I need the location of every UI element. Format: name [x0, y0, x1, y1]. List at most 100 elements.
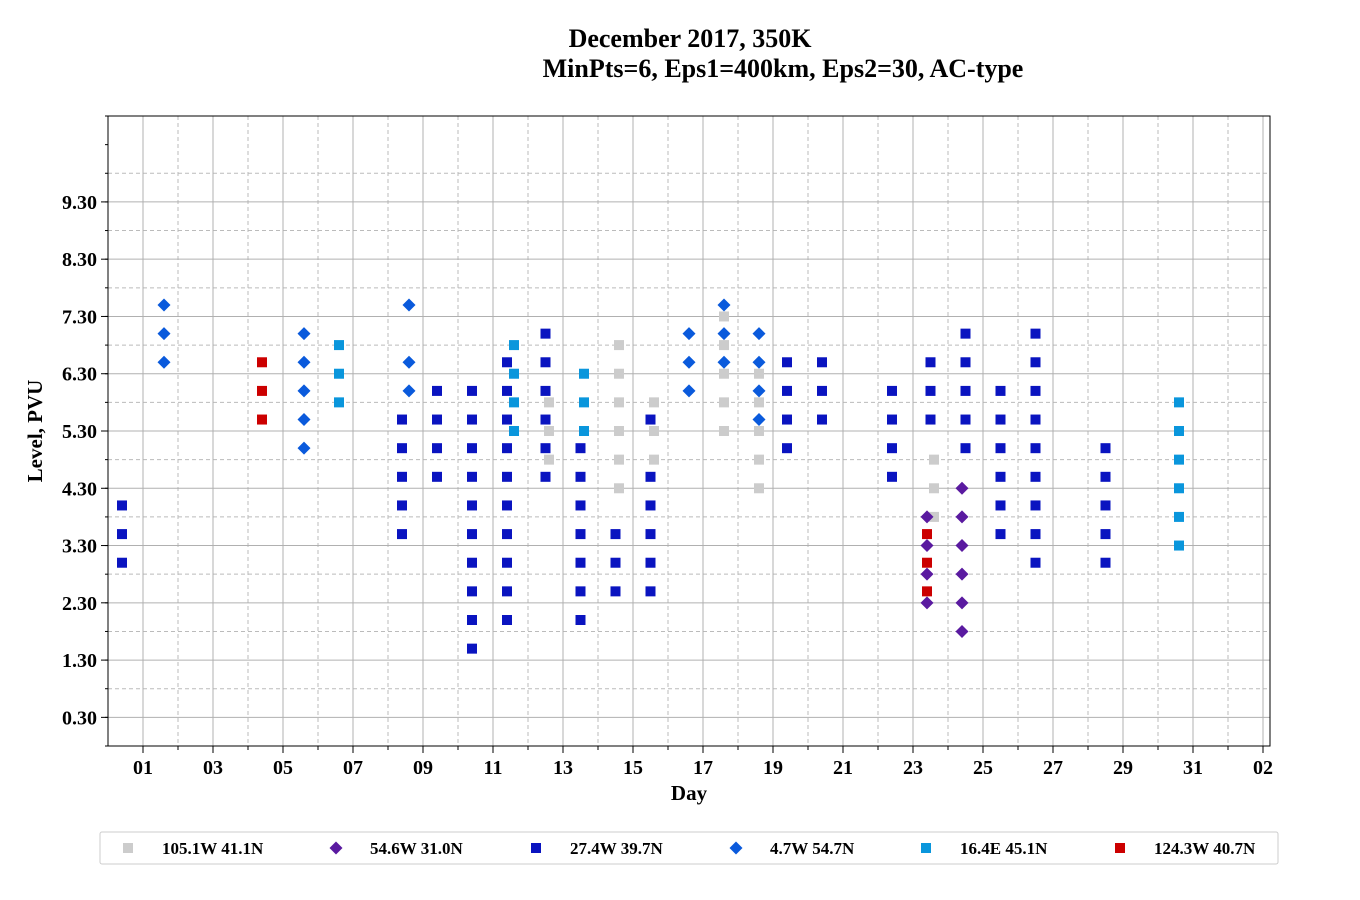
series-group [334, 340, 1184, 551]
data-point [782, 357, 792, 368]
data-point [960, 385, 971, 396]
data-point [575, 615, 586, 625]
data-point [717, 298, 731, 312]
y-tick-label: 2.30 [62, 593, 97, 615]
series-group [920, 481, 969, 638]
data-point [432, 385, 442, 396]
x-tick-label: 31 [1183, 757, 1203, 779]
data-point [334, 397, 344, 408]
data-point [995, 471, 1006, 482]
data-point [297, 384, 311, 398]
data-point [995, 529, 1006, 540]
data-point [257, 357, 267, 368]
chart-title-line1: December 2017, 350K [569, 24, 813, 53]
data-point [540, 385, 551, 396]
data-point [610, 529, 621, 540]
data-point [397, 414, 407, 425]
x-tick-label: 01 [133, 757, 153, 779]
data-point [1100, 443, 1111, 454]
data-point [922, 529, 932, 540]
data-point [752, 384, 766, 398]
data-point [929, 511, 939, 522]
data-point [1174, 540, 1184, 551]
data-point [509, 397, 519, 408]
data-point [544, 454, 554, 465]
data-point [297, 413, 311, 427]
y-tick-label: 4.30 [62, 478, 97, 500]
data-point [397, 471, 407, 482]
data-point [645, 529, 656, 540]
data-markers [117, 298, 1184, 654]
x-tick-label: 02 [1253, 757, 1273, 779]
data-point [925, 414, 936, 425]
data-point [920, 510, 934, 524]
data-point [157, 355, 171, 369]
x-tick-label: 09 [413, 757, 433, 779]
data-point [929, 454, 939, 465]
data-point [955, 567, 969, 581]
data-point [334, 368, 344, 379]
data-point [1030, 443, 1041, 454]
legend-label: 4.7W 54.7N [770, 839, 855, 858]
data-point [397, 529, 407, 540]
data-point [752, 327, 766, 341]
legend-marker [729, 841, 743, 855]
data-point [575, 471, 586, 482]
data-point [575, 529, 586, 540]
data-point [960, 357, 971, 368]
data-point [649, 454, 659, 465]
data-point [614, 426, 624, 436]
legend-label: 124.3W 40.7N [1154, 839, 1256, 858]
y-tick-label: 3.30 [62, 536, 97, 558]
data-point [682, 327, 696, 341]
data-point [257, 385, 267, 396]
series-group [257, 357, 932, 597]
data-point [297, 441, 311, 455]
data-point [467, 414, 477, 425]
data-point [402, 355, 416, 369]
data-point [929, 483, 939, 494]
data-point [817, 357, 827, 368]
data-point [1030, 500, 1041, 511]
data-point [887, 414, 897, 425]
data-point [1030, 414, 1041, 425]
x-tick-label: 07 [343, 757, 363, 779]
data-point [579, 426, 589, 436]
data-point [752, 413, 766, 427]
data-point [614, 397, 624, 408]
data-point [960, 443, 971, 454]
data-point [887, 385, 897, 396]
data-point [432, 414, 442, 425]
data-point [502, 529, 512, 540]
data-point [925, 385, 936, 396]
data-point [782, 443, 792, 454]
series-group [544, 311, 939, 522]
data-point [719, 397, 729, 408]
data-point [1100, 529, 1111, 540]
data-point [610, 586, 621, 597]
data-point [960, 328, 971, 339]
data-point [1030, 385, 1041, 396]
data-point [502, 414, 512, 425]
data-point [955, 624, 969, 638]
data-point [257, 414, 267, 425]
data-point [575, 557, 586, 568]
data-point [782, 385, 792, 396]
data-point [509, 340, 519, 351]
data-point [467, 385, 477, 396]
data-point [645, 414, 656, 425]
data-point [754, 368, 764, 379]
data-point [782, 414, 792, 425]
data-point [117, 529, 127, 540]
y-tick-label: 0.30 [62, 707, 97, 729]
data-point [754, 454, 764, 465]
data-point [402, 298, 416, 312]
data-point [717, 327, 731, 341]
data-point [645, 586, 656, 597]
data-point [502, 471, 512, 482]
data-point [575, 500, 586, 511]
data-point [995, 414, 1006, 425]
data-point [645, 471, 656, 482]
data-point [1030, 357, 1041, 368]
